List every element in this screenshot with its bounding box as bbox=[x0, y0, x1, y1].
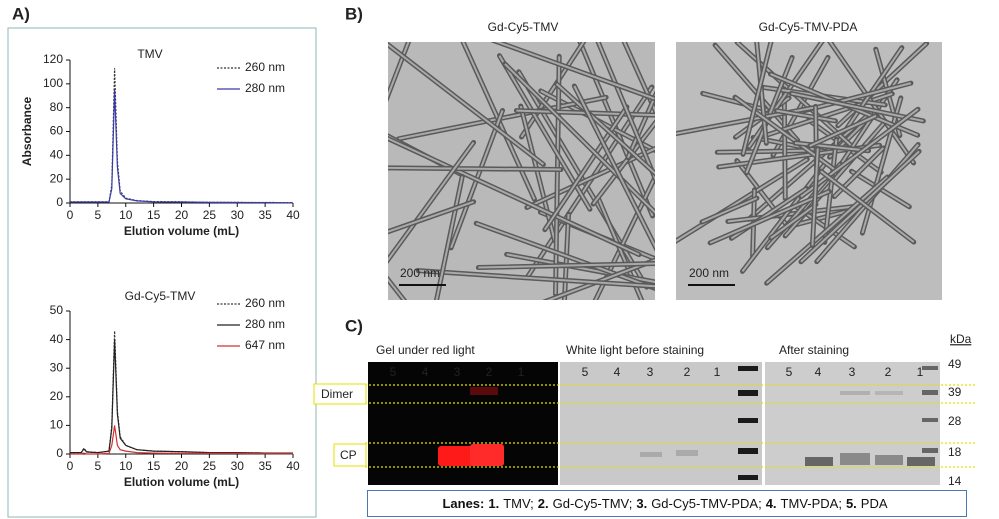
marker-label: 39 bbox=[948, 385, 962, 399]
x-tick-label: 40 bbox=[286, 208, 300, 222]
legend-label: 260 nm bbox=[245, 296, 285, 310]
lane-number: 1 bbox=[917, 365, 924, 379]
chart-title: Gd-Cy5-TMV bbox=[125, 289, 196, 303]
y-tick-label: 100 bbox=[43, 76, 63, 90]
y-tick-label: 0 bbox=[56, 195, 63, 209]
lane-number: 4 bbox=[422, 365, 429, 379]
lane-number: 3 bbox=[647, 365, 654, 379]
gel-title: After staining bbox=[779, 343, 849, 357]
gel-title: Gel under red light bbox=[376, 343, 475, 357]
marker-label: 28 bbox=[948, 414, 962, 428]
x-tick-label: 25 bbox=[203, 208, 217, 222]
x-axis-title: Elution volume (mL) bbox=[124, 224, 239, 238]
x-tick-label: 30 bbox=[231, 208, 245, 222]
x-tick-label: 20 bbox=[175, 459, 189, 473]
x-tick-label: 0 bbox=[67, 208, 74, 222]
lane-number: 5 bbox=[786, 365, 793, 379]
y-tick-label: 80 bbox=[50, 100, 64, 114]
marker-label: 18 bbox=[948, 445, 962, 459]
x-axis-title: Elution volume (mL) bbox=[124, 475, 239, 489]
figure: A) B) C) Gd-Cy5-TMV Gd-Cy5-TMV-PDA 200 n… bbox=[0, 0, 999, 519]
y-tick-label: 10 bbox=[50, 418, 64, 432]
y-tick-label: 20 bbox=[50, 389, 64, 403]
lane-number: 3 bbox=[454, 365, 461, 379]
x-tick-label: 25 bbox=[203, 459, 217, 473]
y-tick-label: 0 bbox=[56, 446, 63, 460]
y-tick-label: 60 bbox=[50, 124, 64, 138]
lanes-legend: Lanes: 1. TMV; 2. Gd-Cy5-TMV;3. Gd-Cy5-TMV-PD… bbox=[367, 490, 967, 517]
figure-canvas: A) B) C) Gd-Cy5-TMV Gd-Cy5-TMV-PDA 200 n… bbox=[0, 0, 999, 519]
legend-text: Gd-Cy5-TMV; bbox=[553, 496, 633, 511]
x-tick-label: 40 bbox=[286, 459, 300, 473]
x-tick-label: 5 bbox=[95, 208, 102, 222]
panel-label: B) bbox=[345, 4, 363, 23]
chart-title: TMV bbox=[137, 47, 162, 61]
gel-title: White light before staining bbox=[566, 343, 704, 357]
legend-text: Gd-Cy5-TMV-PDA; bbox=[651, 496, 762, 511]
scale-bar-label: 200 nm bbox=[400, 266, 440, 280]
x-tick-label: 35 bbox=[258, 459, 272, 473]
y-tick-label: 20 bbox=[50, 171, 64, 185]
legend-key: 3. bbox=[636, 496, 647, 511]
legend-key: Lanes: bbox=[442, 496, 484, 511]
unit-label: kDa bbox=[950, 332, 972, 346]
x-tick-label: 0 bbox=[67, 459, 74, 473]
x-tick-label: 20 bbox=[175, 208, 189, 222]
legend-key: 2. bbox=[538, 496, 549, 511]
panel-label: A) bbox=[12, 4, 30, 23]
scale-bar-label: 200 nm bbox=[689, 266, 729, 280]
lane-number: 1 bbox=[518, 365, 525, 379]
lane-number: 5 bbox=[390, 365, 397, 379]
panel-label: C) bbox=[345, 316, 363, 335]
x-tick-label: 5 bbox=[95, 459, 102, 473]
legend-label: 280 nm bbox=[245, 317, 285, 331]
x-tick-label: 15 bbox=[147, 459, 161, 473]
lane-number: 4 bbox=[614, 365, 621, 379]
legend-label: 280 nm bbox=[245, 81, 285, 95]
y-tick-label: 50 bbox=[50, 303, 64, 317]
lane-number: 3 bbox=[849, 365, 856, 379]
lane-number: 4 bbox=[815, 365, 822, 379]
x-tick-label: 10 bbox=[119, 459, 133, 473]
lane-number: 2 bbox=[684, 365, 691, 379]
lane-number: 1 bbox=[714, 365, 721, 379]
rod bbox=[784, 89, 785, 198]
x-tick-label: 10 bbox=[119, 208, 133, 222]
band-label: Dimer bbox=[321, 387, 353, 401]
lane-number: 5 bbox=[582, 365, 589, 379]
legend-label: 260 nm bbox=[245, 60, 285, 74]
series-line bbox=[70, 340, 293, 454]
legend-text: TMV-PDA; bbox=[781, 496, 842, 511]
series-line bbox=[70, 425, 293, 454]
marker-label: 14 bbox=[948, 474, 962, 488]
lane-number: 2 bbox=[885, 365, 892, 379]
series-line bbox=[70, 90, 293, 203]
legend-key: 1. bbox=[488, 496, 499, 511]
gel-band bbox=[470, 387, 498, 395]
x-tick-label: 30 bbox=[231, 459, 245, 473]
legend-key: 4. bbox=[766, 496, 777, 511]
legend-text: PDA bbox=[861, 496, 888, 511]
x-tick-label: 15 bbox=[147, 208, 161, 222]
marker-label: 49 bbox=[948, 357, 962, 371]
y-tick-label: 40 bbox=[50, 148, 64, 162]
micrograph bbox=[676, 42, 942, 300]
x-tick-label: 35 bbox=[258, 208, 272, 222]
legend-label: 647 nm bbox=[245, 338, 285, 352]
legend-text: TMV; bbox=[503, 496, 534, 511]
micrograph-title: Gd-Cy5-TMV-PDA bbox=[759, 20, 858, 34]
lane-number: 2 bbox=[486, 365, 493, 379]
y-axis-title: Absorbance bbox=[20, 97, 34, 167]
micrograph-title: Gd-Cy5-TMV bbox=[488, 20, 559, 34]
y-tick-label: 120 bbox=[43, 52, 63, 66]
y-tick-label: 30 bbox=[50, 360, 64, 374]
legend-key: 5. bbox=[846, 496, 857, 511]
band-label: CP bbox=[340, 448, 357, 462]
y-tick-label: 40 bbox=[50, 332, 64, 346]
gel-band bbox=[470, 444, 504, 466]
